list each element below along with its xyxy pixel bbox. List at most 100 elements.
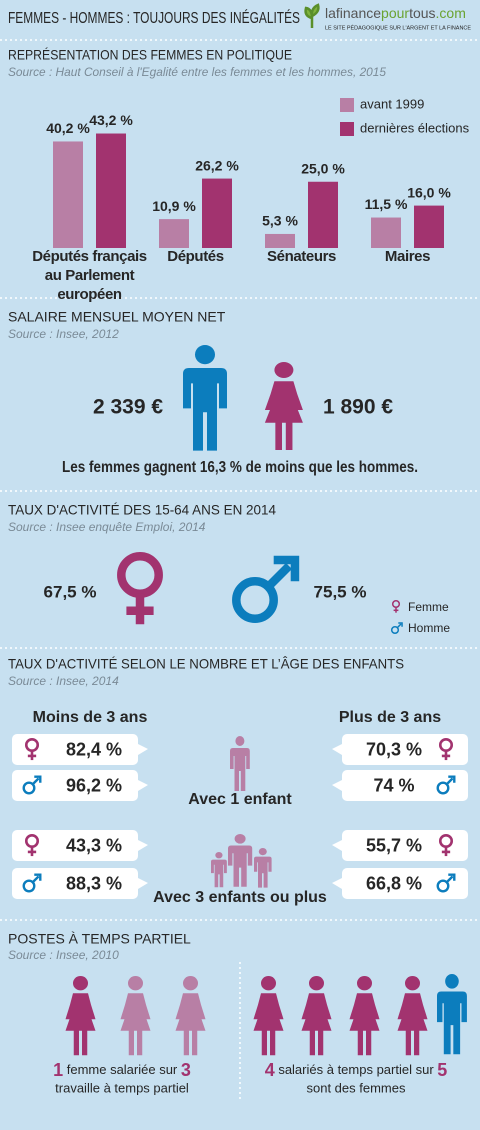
salary-women: 1 890 € — [323, 396, 393, 419]
bar — [308, 181, 338, 248]
bar — [53, 141, 83, 248]
bar-value-label: 10,9 % — [152, 198, 196, 214]
logo-tagline: LE SITE PÉDAGOGIQUE SUR L'ARGENT ET LA F… — [325, 24, 471, 31]
part-time-left-line2: travaille à temps partiel — [55, 1080, 189, 1095]
rate-value: 82,4 % — [66, 739, 122, 759]
bar-value-label: 5,3 % — [262, 213, 298, 229]
value-box — [12, 734, 138, 765]
section-title: TAUX D'ACTIVITÉ DES 15-64 ANS EN 2014 — [8, 502, 276, 518]
section-source: Source : Insee enquête Emploi, 2014 — [8, 520, 206, 534]
woman-icon — [301, 976, 332, 1056]
section-source: Source : Insee, 2012 — [8, 327, 119, 341]
logo-text: lafinancepourtous.com — [325, 5, 466, 21]
group-label: Avec 3 enfants ou plus — [153, 889, 327, 906]
category-label: Maires — [384, 248, 431, 265]
legend-label: Homme — [408, 621, 450, 635]
child-icon — [254, 848, 272, 888]
big-number: 3 — [181, 1060, 191, 1080]
box-pointer — [332, 744, 342, 755]
box-pointer — [138, 878, 148, 889]
rate-value: 88,3 % — [66, 873, 122, 893]
section-source: Source : Haut Conseil à l'Egalité entre … — [8, 65, 386, 79]
bar-chart: avant 1999 dernières élections 40,2 % 43,2 … — [46, 96, 470, 248]
big-number: 5 — [437, 1060, 447, 1080]
man-icon — [183, 345, 227, 451]
woman-icon — [65, 976, 96, 1056]
value-box — [12, 868, 138, 899]
bar — [159, 219, 189, 248]
legend-label: dernières élections — [360, 120, 470, 135]
category-label: Députés français au Parlement européen — [32, 248, 147, 303]
box-pointer — [332, 878, 342, 889]
legend-mars — [390, 622, 403, 635]
page-title: FEMMES - HOMMES : TOUJOURS DES INÉGALITÉ… — [8, 8, 300, 27]
bar — [265, 233, 295, 248]
activity-women: 67,5 % — [44, 582, 97, 601]
bar — [96, 133, 126, 248]
value-box — [12, 770, 138, 801]
value-box — [342, 868, 468, 899]
big-number: 1 — [53, 1060, 63, 1080]
venus-symbol — [121, 556, 158, 624]
bar-value-label: 11,5 % — [365, 196, 408, 212]
value-box — [12, 830, 138, 861]
part-time-right-line2: sont des femmes — [307, 1080, 406, 1095]
children-grid: 82,4 % 96,2 % 70,3 % 74 % 43,3 % 88,3 % 55,7 %… — [12, 734, 468, 899]
text: salariés à temps partiel sur — [275, 1062, 438, 1077]
woman-icon — [264, 362, 303, 450]
value-box — [342, 830, 468, 861]
bar — [202, 178, 232, 248]
woman-icon — [253, 976, 284, 1056]
adult-icon — [228, 834, 253, 887]
child-icon — [211, 852, 227, 888]
left-icons — [65, 976, 206, 1056]
rate-value: 74 % — [373, 775, 414, 795]
part-time-right-line1: 4 salariés à temps partiel sur 5 — [265, 1060, 448, 1080]
rate-value: 55,7 % — [366, 835, 422, 855]
salary-men: 2 339 € — [93, 396, 163, 419]
legend-venus — [391, 599, 401, 614]
bar-value-label: 26,2 % — [195, 157, 239, 173]
section-title: TAUX D'ACTIVITÉ SELON LE NOMBRE ET L’ÂGE… — [8, 656, 404, 672]
section-title: SALAIRE MENSUEL MOYEN NET — [8, 309, 226, 325]
rate-value: 70,3 % — [366, 739, 422, 759]
man-icon — [437, 974, 467, 1055]
rate-value: 96,2 % — [66, 775, 122, 795]
section-title: REPRÉSENTATION DES FEMMES EN POLITIQUE — [8, 47, 292, 63]
salary-note: Les femmes gagnent 16,3 % de moins que l… — [62, 459, 418, 476]
part-time-left-line1: 1 femme salariée sur 3 — [53, 1060, 191, 1080]
big-number: 4 — [265, 1060, 275, 1080]
bar-value-label: 40,2 % — [46, 120, 90, 136]
logo-icon — [304, 3, 320, 28]
activity-men: 75,5 % — [314, 582, 367, 601]
category-label: Sénateurs — [267, 248, 336, 265]
group-label: Avec 1 enfant — [188, 791, 292, 808]
logo-part: .com — [436, 5, 466, 21]
box-pointer — [332, 840, 342, 851]
legend-label: Femme — [408, 600, 449, 614]
box-pointer — [138, 840, 148, 851]
section-source: Source : Insee, 2010 — [8, 948, 119, 962]
logo-part: tous — [409, 5, 435, 21]
legend-label: avant 1999 — [360, 96, 424, 111]
legend-swatch — [340, 122, 354, 136]
bar — [371, 217, 401, 248]
box-pointer — [138, 780, 148, 791]
family-icon — [211, 834, 272, 888]
value-box — [342, 734, 468, 765]
woman-icon — [397, 976, 428, 1056]
category-label: Députés — [167, 248, 224, 265]
child-icon — [230, 736, 250, 791]
bar-value-label: 43,2 % — [89, 112, 133, 128]
column-header: Plus de 3 ans — [339, 709, 441, 726]
logo-part: pour — [381, 5, 409, 21]
section-title: POSTES À TEMPS PARTIEL — [8, 931, 191, 947]
column-header: Moins de 3 ans — [33, 709, 148, 726]
box-pointer — [138, 744, 148, 755]
rate-value: 66,8 % — [366, 873, 422, 893]
bar — [414, 205, 444, 248]
rate-value: 43,3 % — [66, 835, 122, 855]
mars-symbol — [236, 560, 295, 619]
